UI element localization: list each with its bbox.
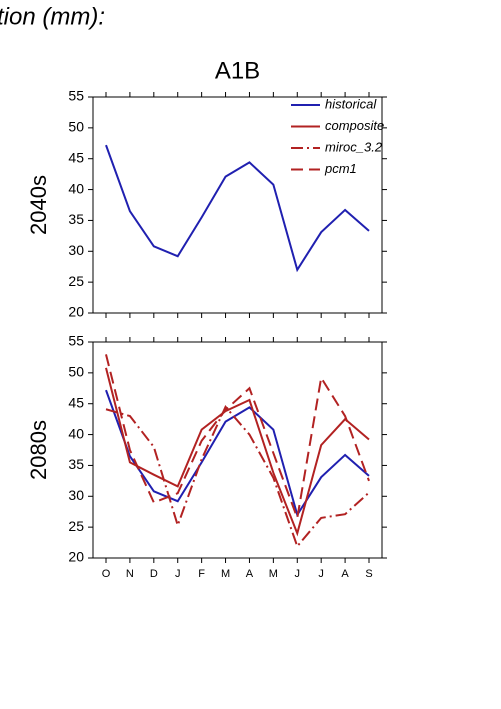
- y-axis-label: 2080s: [26, 420, 51, 480]
- series-line: [105, 389, 370, 518]
- y-tick-label: 45: [68, 394, 84, 410]
- legend-label: historical: [325, 96, 377, 111]
- series-line: [105, 404, 370, 549]
- y-tick-label: 20: [68, 304, 84, 320]
- y-tick-label: 30: [68, 487, 84, 503]
- y-tick-label: 25: [68, 518, 84, 534]
- figure-title: tion (mm):: [0, 3, 105, 30]
- y-tick-label: 40: [68, 425, 84, 441]
- legend-label: miroc_3.2: [325, 139, 383, 154]
- legend-label: pcm1: [324, 161, 357, 176]
- x-tick-label: M: [221, 568, 230, 580]
- x-tick-label: A: [246, 568, 254, 580]
- y-tick-label: 55: [68, 88, 84, 104]
- plot-frame: [92, 341, 383, 559]
- y-tick-label: 40: [68, 180, 84, 196]
- x-tick-label: M: [269, 568, 278, 580]
- y-tick-label: 35: [68, 456, 84, 472]
- plot-frame: [92, 96, 383, 314]
- x-tick-label: O: [102, 568, 111, 580]
- x-tick-label: J: [175, 568, 181, 580]
- series-line: [105, 354, 370, 522]
- y-tick-label: 25: [68, 273, 84, 289]
- legend-label: composite: [325, 118, 384, 133]
- x-tick-label: F: [198, 568, 205, 580]
- y-tick-label: 50: [68, 119, 84, 135]
- y-tick-label: 50: [68, 364, 84, 380]
- x-tick-label: N: [126, 568, 134, 580]
- x-tick-label: J: [295, 568, 301, 580]
- x-tick-label: J: [318, 568, 324, 580]
- y-tick-label: 30: [68, 242, 84, 258]
- y-tick-label: 55: [68, 333, 84, 349]
- y-tick-label: 35: [68, 211, 84, 227]
- panel-title: A1B: [215, 57, 260, 84]
- y-axis-label: 2040s: [26, 175, 51, 235]
- x-tick-label: A: [341, 568, 349, 580]
- y-tick-label: 20: [68, 549, 84, 565]
- series-line: [105, 144, 370, 273]
- x-tick-label: D: [150, 568, 158, 580]
- y-tick-label: 45: [68, 149, 84, 165]
- x-tick-label: S: [365, 568, 372, 580]
- series-line: [105, 367, 370, 537]
